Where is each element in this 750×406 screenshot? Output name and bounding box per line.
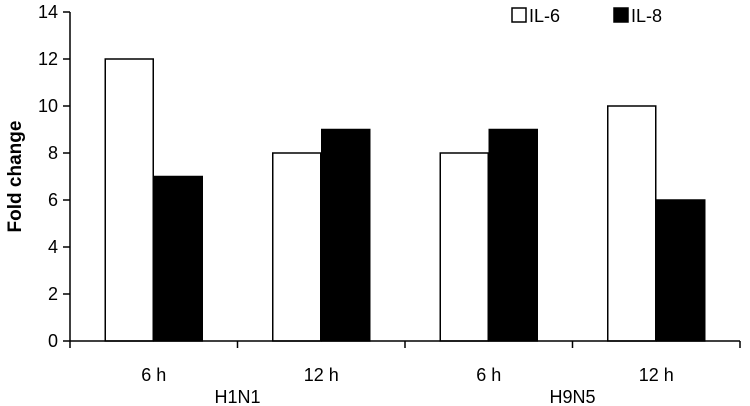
bar-il-6-0 — [104, 58, 154, 342]
group-label: H9N5 — [549, 387, 595, 406]
axes-layer: 0 2 4 6 8 10 12 14 6 h 12 h 6 h 12 h H1N1 H9N5 — [38, 2, 741, 406]
y-tick-label: 14 — [38, 2, 58, 22]
legend-label-il-6: IL-6 — [529, 6, 560, 26]
legend: IL-6 IL-8 — [511, 6, 662, 26]
y-tick-label: 4 — [48, 237, 58, 257]
bar-il-6-2 — [439, 152, 489, 342]
group-label: H1N1 — [214, 387, 260, 406]
bar-il-8-0 — [153, 175, 203, 342]
bar-il-8-2 — [488, 128, 538, 342]
x-tick-label: 6 h — [141, 365, 166, 385]
y-tick-label: 10 — [38, 96, 58, 116]
y-tick-label: 2 — [48, 284, 58, 304]
y-tick-label: 8 — [48, 143, 58, 163]
legend-swatch-il-8 — [613, 7, 629, 23]
x-tick-label: 6 h — [476, 365, 501, 385]
bar-il-8-1 — [321, 128, 371, 342]
x-tick-label: 12 h — [304, 365, 339, 385]
bar-il-6-3 — [607, 105, 657, 342]
bar-il-8-3 — [656, 199, 706, 342]
legend-swatch-il-6 — [511, 7, 527, 23]
y-tick-label: 0 — [48, 331, 58, 351]
x-tick-label: 12 h — [639, 365, 674, 385]
legend-label-il-8: IL-8 — [631, 6, 662, 26]
bar-il-6-1 — [272, 152, 322, 342]
y-tick-label: 12 — [38, 49, 58, 69]
y-tick-label: 6 — [48, 190, 58, 210]
bars-layer — [104, 58, 706, 342]
y-axis-title: Fold change — [5, 121, 26, 233]
